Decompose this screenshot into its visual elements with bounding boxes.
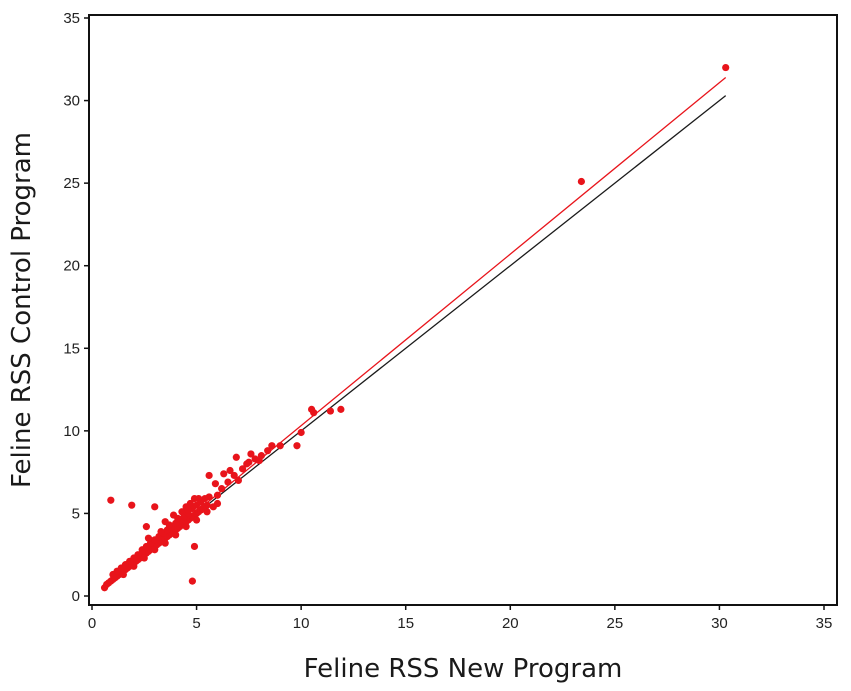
data-point xyxy=(276,442,284,450)
data-point xyxy=(161,539,169,547)
data-point xyxy=(128,501,136,509)
data-point xyxy=(190,542,199,551)
data-points xyxy=(100,63,730,592)
data-point xyxy=(178,508,186,516)
data-point xyxy=(326,407,335,415)
data-point xyxy=(293,442,301,450)
data-point xyxy=(195,494,203,503)
y-tick-label: 20 xyxy=(63,258,80,275)
data-point xyxy=(211,480,219,488)
x-tick-label: 35 xyxy=(816,615,833,632)
data-point xyxy=(230,471,238,480)
data-point xyxy=(182,523,190,531)
y-tick-label: 5 xyxy=(72,505,80,522)
x-tick-label: 20 xyxy=(502,615,519,632)
x-tick-label: 10 xyxy=(293,615,310,632)
data-point xyxy=(722,63,730,72)
data-point xyxy=(213,499,222,508)
data-point xyxy=(268,442,276,450)
data-point xyxy=(161,518,169,526)
data-point xyxy=(205,493,213,501)
data-point xyxy=(184,506,192,514)
data-point xyxy=(220,470,228,478)
x-axis-title: Feline RSS New Program xyxy=(304,654,623,684)
y-tick-label: 0 xyxy=(72,588,80,605)
y-tick-label: 15 xyxy=(63,340,80,357)
data-point xyxy=(577,177,585,186)
x-tick-label: 30 xyxy=(711,615,728,632)
data-point xyxy=(255,456,263,465)
data-point xyxy=(243,460,251,468)
data-point xyxy=(130,562,138,570)
x-tick-label: 0 xyxy=(88,615,96,632)
data-point xyxy=(192,516,201,524)
y-tick-label: 35 xyxy=(63,10,80,27)
x-tick-label: 25 xyxy=(607,615,624,632)
data-point xyxy=(218,485,226,493)
data-point xyxy=(205,471,213,480)
data-point xyxy=(144,534,153,542)
data-point xyxy=(107,496,115,504)
x-axis-ticks: 0 5 10 15 20 25 30 35 xyxy=(88,605,833,632)
data-point xyxy=(142,523,150,531)
data-point xyxy=(157,527,165,536)
data-point xyxy=(310,409,318,417)
x-tick-label: 15 xyxy=(397,615,414,632)
y-axis-ticks: 0 5 10 15 20 25 30 35 xyxy=(63,10,89,605)
data-point xyxy=(238,465,247,473)
data-point xyxy=(134,551,142,559)
x-tick-label: 5 xyxy=(192,615,200,632)
data-point xyxy=(337,405,345,413)
data-point xyxy=(232,453,240,461)
data-point xyxy=(172,531,180,539)
data-point xyxy=(188,577,196,585)
y-tick-label: 30 xyxy=(63,93,80,110)
plot-frame xyxy=(88,14,838,606)
data-point xyxy=(297,428,305,437)
data-point xyxy=(224,478,232,486)
data-point xyxy=(226,466,234,475)
data-point xyxy=(140,554,148,562)
data-point xyxy=(169,511,178,519)
y-axis-title: Feline RSS Control Program xyxy=(7,132,37,488)
y-tick-label: 10 xyxy=(63,423,80,440)
data-point xyxy=(234,476,242,484)
data-point xyxy=(151,546,159,554)
y-tick-label: 25 xyxy=(63,175,80,192)
data-point xyxy=(151,503,159,511)
data-point xyxy=(247,450,255,458)
data-point xyxy=(213,491,222,499)
data-point xyxy=(199,504,207,513)
data-point xyxy=(264,447,272,455)
data-point xyxy=(119,570,127,579)
